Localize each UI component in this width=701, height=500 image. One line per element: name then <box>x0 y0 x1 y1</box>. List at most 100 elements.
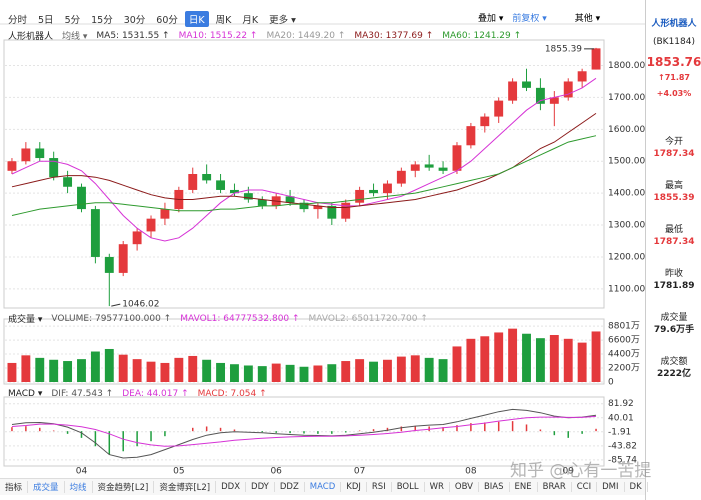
volume-bar <box>341 361 351 382</box>
x-tick-label: 04 <box>76 467 88 477</box>
volume-bar <box>549 335 559 382</box>
y-tick-label: 1800.00 <box>608 61 645 71</box>
x-tick-label: 07 <box>354 467 365 477</box>
indicator-tab[interactable]: DDX <box>216 482 247 492</box>
candle-body <box>480 116 490 127</box>
volume-bar <box>132 359 142 382</box>
sidebar-label: 成交额 <box>660 357 688 367</box>
y-tick-label: -1.91 <box>608 427 631 437</box>
candle-body <box>188 174 198 190</box>
ma-line <box>11 112 597 208</box>
volume-legend: 成交量 ▾ VOLUME: 79577100.000 ↑ MAVOL1: 64777… <box>8 312 437 326</box>
legend-item: MA10: 1515.22 ↑ <box>178 30 258 41</box>
volume-bar <box>438 359 448 382</box>
candle-body <box>577 71 587 82</box>
indicator-tab[interactable]: RSI <box>367 482 392 492</box>
toolbar-button[interactable]: 其他 ▾ <box>574 14 601 24</box>
volume-bar <box>327 364 337 382</box>
indicator-tab[interactable]: OBV <box>450 482 479 492</box>
indicator-tab[interactable]: BIAS <box>479 482 510 492</box>
sidebar-price: 1853.76 <box>646 55 701 69</box>
candle-body <box>63 177 73 187</box>
indicator-tab[interactable]: CCI <box>572 482 598 492</box>
candle-body <box>146 218 156 232</box>
ma-line <box>11 135 597 216</box>
y-tick-label: 0 <box>608 378 614 388</box>
volume-bar <box>243 365 253 382</box>
volume-bar <box>563 338 573 382</box>
sidebar-code: (BK1184) <box>652 37 695 47</box>
indicator-tab[interactable]: WR <box>425 482 450 492</box>
candle-body <box>494 100 504 117</box>
volume-bar <box>104 348 114 382</box>
sidebar-value: 1787.34 <box>653 149 695 159</box>
candle-body <box>382 183 392 194</box>
toolbar-button[interactable]: 前复权 ▾ <box>512 14 547 24</box>
period-tab[interactable]: 15分 <box>91 15 113 26</box>
x-tick-label: 08 <box>465 467 477 477</box>
volume-bar <box>577 342 587 382</box>
indicator-tab[interactable]: 资金博弈[L2] <box>154 481 217 493</box>
y-tick-label: 1200.00 <box>608 252 645 262</box>
indicator-tab[interactable]: BOLL <box>392 482 425 492</box>
ma-line <box>11 408 597 459</box>
legend-item: MA30: 1377.69 ↑ <box>354 30 434 41</box>
toolbar-button[interactable]: 叠加 ▾ <box>478 14 504 24</box>
watermark: 知乎 @心有一苦提 <box>510 461 652 481</box>
candle-body <box>299 202 309 210</box>
indicator-tab[interactable]: DMI <box>597 482 625 492</box>
indicator-tab[interactable]: BRAR <box>538 482 572 492</box>
period-tab[interactable]: 日K <box>184 11 209 27</box>
indicator-tab[interactable]: DDY <box>246 482 275 492</box>
volume-bar <box>7 362 17 382</box>
period-tab[interactable]: 60分 <box>156 15 178 26</box>
y-tick-label: -43.82 <box>608 441 637 451</box>
period-tab[interactable]: 5分 <box>64 15 81 26</box>
period-tab[interactable]: 周K <box>215 15 232 26</box>
indicator-tab[interactable]: 成交量 <box>28 481 65 493</box>
indicator-tab[interactable]: ENE <box>510 482 538 492</box>
indicator-tab[interactable]: DDZ <box>275 482 305 492</box>
sidebar-label: 成交量 <box>660 313 688 323</box>
y-tick-label: 1700.00 <box>608 93 645 103</box>
candle-body <box>90 209 100 257</box>
volume-bar <box>480 336 490 382</box>
indicator-tab[interactable]: KDJ <box>341 482 367 492</box>
volume-bar <box>452 346 462 382</box>
indicator-tab[interactable]: DK <box>625 482 648 492</box>
volume-bar <box>285 364 295 382</box>
legend-item: DEA: 44.017 ↑ <box>122 389 189 399</box>
ma-line <box>11 77 597 242</box>
period-tab[interactable]: 更多 ▾ <box>269 15 296 26</box>
y-tick-label: -85.74 <box>608 455 637 465</box>
candle-body <box>35 148 45 159</box>
candle-body <box>452 145 462 171</box>
period-tab[interactable]: 30分 <box>123 15 146 26</box>
sidebar-pct: +4.03% <box>656 89 692 98</box>
annotation: 1855.39 <box>545 44 582 54</box>
candle-body <box>285 196 295 203</box>
y-tick-label: 8801万 <box>608 322 640 332</box>
volume-bar <box>396 356 406 382</box>
candle-body <box>313 205 323 210</box>
indicator-tab[interactable]: 资金趋势[L2] <box>93 481 155 493</box>
candle-body <box>369 189 378 194</box>
legend-item: MA5: 1531.55 ↑ <box>96 30 170 41</box>
indicator-tab[interactable]: 指标 <box>0 481 29 493</box>
sidebar-title: 人形机器人 <box>651 19 697 29</box>
indicator-tab[interactable]: 均线 <box>65 481 93 493</box>
sidebar-change: ↑71.87 <box>657 73 690 82</box>
indicator-tab[interactable]: MACD <box>305 482 342 492</box>
period-tab[interactable]: 分时 <box>8 15 28 26</box>
period-tab[interactable]: 月K <box>242 15 259 26</box>
candle-body <box>438 167 448 171</box>
x-tick-label: 06 <box>270 467 282 477</box>
annotation-arrow <box>111 303 121 307</box>
volume-bar <box>202 359 212 382</box>
candle-body <box>355 189 365 203</box>
legend-item: DIF: 47.543 ↑ <box>51 389 114 399</box>
period-tab[interactable]: 5日 <box>38 15 54 26</box>
y-tick-label: 1100.00 <box>608 284 645 294</box>
sidebar-value: 1781.89 <box>653 281 695 291</box>
